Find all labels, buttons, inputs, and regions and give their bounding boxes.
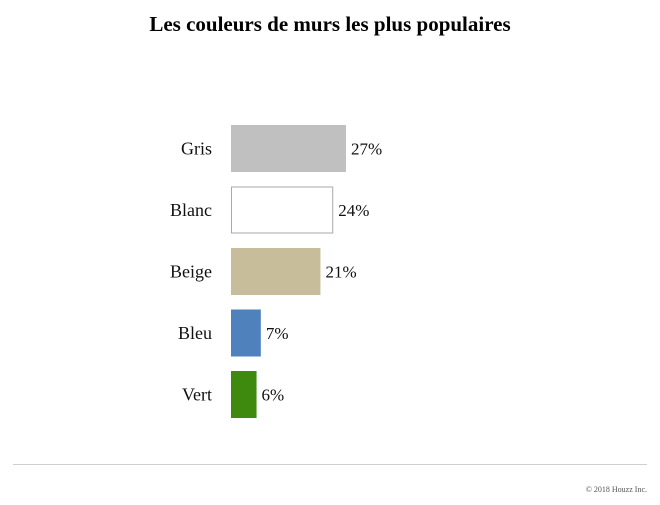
copyright-notice: © 2018 Houzz Inc. bbox=[585, 485, 647, 494]
footer-divider bbox=[13, 464, 647, 465]
category-label-vert: Vert bbox=[182, 385, 212, 405]
value-label-blanc: 24% bbox=[338, 201, 369, 220]
value-label-vert: 6% bbox=[262, 386, 285, 405]
bar-gris bbox=[231, 125, 346, 172]
category-label-bleu: Bleu bbox=[178, 323, 212, 343]
value-label-beige: 21% bbox=[325, 263, 356, 282]
bar-beige bbox=[231, 248, 321, 295]
value-label-gris: 27% bbox=[351, 140, 382, 159]
category-label-gris: Gris bbox=[181, 139, 212, 159]
value-label-bleu: 7% bbox=[266, 324, 289, 343]
bar-vert bbox=[231, 371, 257, 418]
category-label-blanc: Blanc bbox=[170, 200, 212, 220]
bar-bleu bbox=[231, 309, 261, 357]
bar-blanc bbox=[231, 186, 334, 234]
chart-title: Les couleurs de murs les plus populaires bbox=[149, 12, 511, 36]
category-label-beige: Beige bbox=[170, 262, 212, 282]
